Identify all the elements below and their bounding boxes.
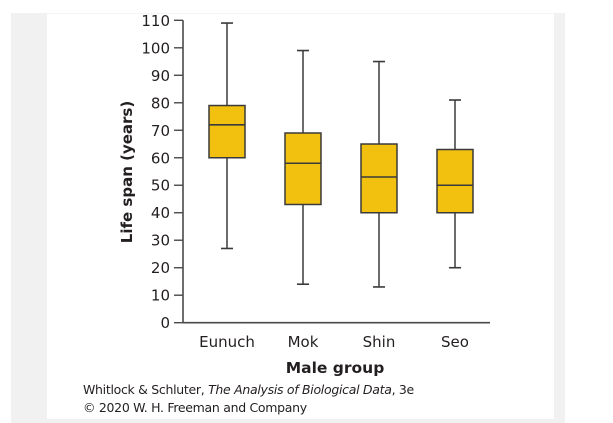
- y-tick-label-50: 50: [151, 177, 170, 195]
- y-tick-label-40: 40: [151, 204, 170, 222]
- x-tick-label-mok: Mok: [288, 333, 319, 351]
- y-axis: 0 10 20 30 40 50 60 70 80 90 100 110: [141, 12, 184, 332]
- y-tick-label-80: 80: [151, 94, 170, 112]
- box-eunuch: [208, 22, 246, 250]
- x-tick-label-eunuch: Eunuch: [199, 333, 255, 351]
- y-tick-label-60: 60: [151, 149, 170, 167]
- iqr-box: [284, 132, 322, 206]
- y-tick-label-70: 70: [151, 122, 170, 140]
- x-tick-label-seo: Seo: [441, 333, 469, 351]
- y-tick-label-0: 0: [160, 314, 170, 332]
- y-tick-label-10: 10: [151, 287, 170, 305]
- credit-edition: , 3e: [391, 382, 415, 397]
- x-axis-label: Male group: [286, 359, 385, 377]
- copyright-line: © 2020 W. H. Freeman and Company: [83, 400, 307, 415]
- x-tick-label-shin: Shin: [363, 333, 396, 351]
- frame-top: [47, 13, 554, 14]
- credit-line: Whitlock & Schluter, The Analysis of Bio…: [83, 382, 414, 397]
- y-tick-label-90: 90: [151, 67, 170, 85]
- y-tick-label-110: 110: [141, 12, 170, 30]
- iqr-box: [360, 143, 398, 214]
- boxes: [208, 22, 474, 288]
- frame-right: [554, 13, 565, 420]
- y-tick-label-30: 30: [151, 232, 170, 250]
- y-tick-label-100: 100: [141, 39, 170, 57]
- iqr-box: [208, 104, 246, 159]
- x-axis: Eunuch Mok Shin Seo: [183, 321, 490, 351]
- box-shin: [360, 60, 398, 288]
- frame-bottom: [11, 419, 565, 423]
- frame-left: [11, 13, 47, 420]
- credit-authors: Whitlock & Schluter,: [83, 382, 209, 397]
- y-axis-label: Life span (years): [118, 101, 136, 243]
- y-tick-label-20: 20: [151, 259, 170, 277]
- iqr-box: [436, 148, 474, 214]
- box-mok: [284, 49, 322, 286]
- credit-book-title: The Analysis of Biological Data: [208, 382, 392, 397]
- box-seo: [436, 99, 474, 269]
